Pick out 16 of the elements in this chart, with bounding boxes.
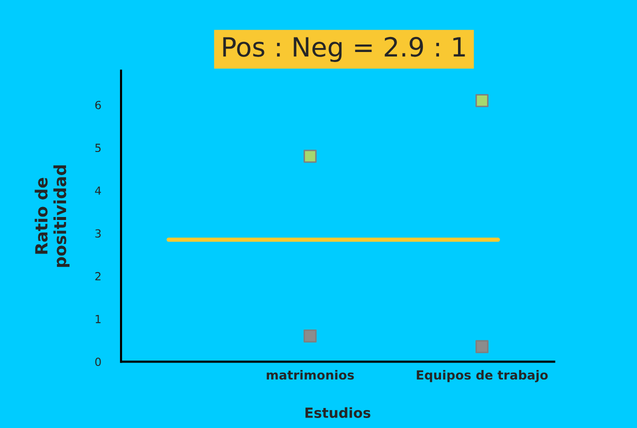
y-axis-title: Ratio de positividad bbox=[34, 165, 70, 267]
y-tick-label: 2 bbox=[95, 272, 100, 280]
point bbox=[475, 94, 488, 108]
y-tick-label: 3 bbox=[95, 229, 101, 238]
x-axis-title: Estudios bbox=[305, 407, 370, 418]
y-tick-label: 0 bbox=[95, 358, 101, 366]
y-tick-label: 4 bbox=[95, 186, 101, 195]
point bbox=[475, 340, 488, 354]
y-tick-label: 1 bbox=[96, 314, 101, 324]
y-tick-label: 5 bbox=[95, 144, 101, 152]
point bbox=[304, 329, 317, 342]
x-tick-label: Equipos de trabajo bbox=[416, 370, 548, 382]
chart-title: Pos : Neg = 2.9 : 1 bbox=[223, 36, 465, 62]
y-tick-label: 6 bbox=[95, 100, 101, 110]
point bbox=[304, 150, 317, 163]
x-tick-label: matrimonios bbox=[266, 370, 354, 380]
